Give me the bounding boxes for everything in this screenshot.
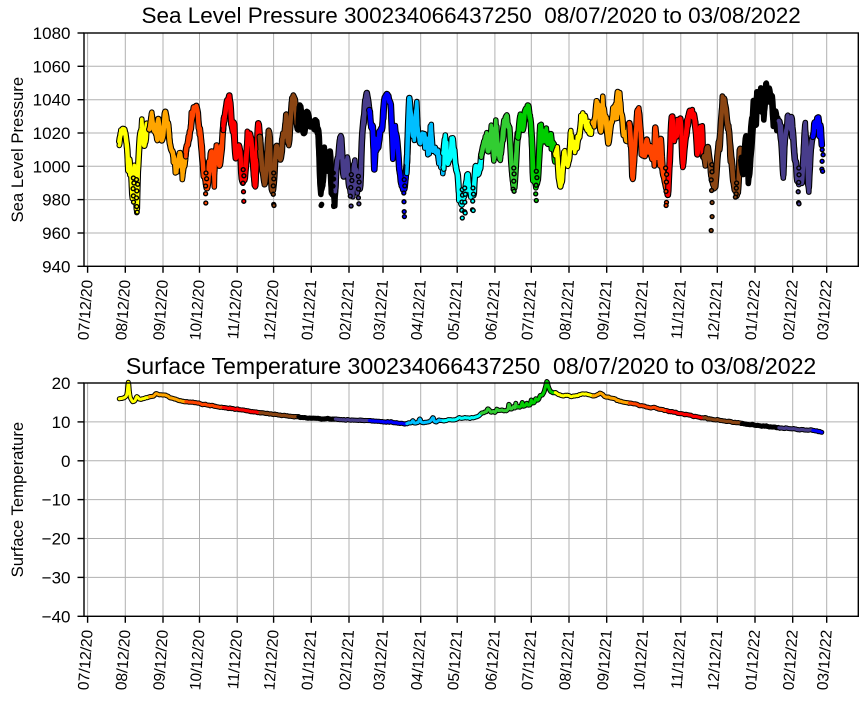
svg-text:Surface Temperature 3002340664: Surface Temperature 300234066437250 08/0… — [126, 353, 816, 379]
svg-text:05/12/21: 05/12/21 — [445, 279, 466, 340]
svg-text:0: 0 — [61, 452, 70, 471]
svg-text:940: 940 — [42, 257, 70, 276]
svg-text:02/12/22: 02/12/22 — [781, 629, 802, 690]
svg-text:11/12/21: 11/12/21 — [669, 629, 690, 689]
svg-text:Surface Temperature: Surface Temperature — [8, 422, 27, 578]
svg-text:09/12/21: 09/12/21 — [595, 629, 616, 690]
svg-text:02/12/21: 02/12/21 — [337, 279, 358, 340]
svg-text:12/12/21: 12/12/21 — [705, 279, 726, 340]
svg-text:03/12/21: 03/12/21 — [371, 629, 392, 690]
svg-text:08/12/20: 08/12/20 — [113, 279, 134, 341]
svg-text:09/12/20: 09/12/20 — [151, 279, 172, 341]
svg-text:04/12/21: 04/12/21 — [409, 629, 430, 690]
svg-text:10/12/21: 10/12/21 — [631, 279, 652, 340]
svg-text:02/12/21: 02/12/21 — [337, 629, 358, 690]
svg-text:01/12/22: 01/12/22 — [743, 279, 764, 340]
svg-text:1000: 1000 — [33, 157, 71, 176]
svg-text:07/12/20: 07/12/20 — [75, 629, 96, 691]
svg-text:20: 20 — [52, 374, 71, 393]
svg-text:07/12/21: 07/12/21 — [519, 279, 540, 340]
svg-text:09/12/20: 09/12/20 — [151, 629, 172, 691]
svg-text:07/12/21: 07/12/21 — [519, 629, 540, 690]
svg-text:11/12/21: 11/12/21 — [669, 279, 690, 339]
svg-text:1040: 1040 — [33, 91, 71, 110]
svg-text:980: 980 — [42, 191, 70, 210]
svg-text:−40: −40 — [42, 607, 71, 626]
svg-text:11/12/20: 11/12/20 — [225, 629, 246, 690]
svg-text:11/12/20: 11/12/20 — [225, 279, 246, 340]
svg-text:960: 960 — [42, 224, 70, 243]
svg-text:12/12/21: 12/12/21 — [705, 629, 726, 690]
svg-text:10/12/20: 10/12/20 — [187, 629, 208, 691]
svg-text:10/12/21: 10/12/21 — [631, 629, 652, 690]
svg-text:06/12/21: 06/12/21 — [483, 279, 504, 340]
svg-text:04/12/21: 04/12/21 — [409, 279, 430, 340]
svg-text:12/12/20: 12/12/20 — [261, 279, 282, 341]
svg-text:01/12/21: 01/12/21 — [299, 279, 320, 340]
svg-text:08/12/20: 08/12/20 — [113, 629, 134, 691]
svg-text:07/12/20: 07/12/20 — [75, 279, 96, 341]
svg-text:10/12/20: 10/12/20 — [187, 279, 208, 341]
svg-text:03/12/22: 03/12/22 — [815, 629, 836, 690]
svg-text:08/12/21: 08/12/21 — [557, 279, 578, 340]
svg-text:08/12/21: 08/12/21 — [557, 629, 578, 690]
svg-text:01/12/21: 01/12/21 — [299, 629, 320, 690]
svg-text:05/12/21: 05/12/21 — [445, 629, 466, 690]
svg-text:03/12/22: 03/12/22 — [815, 279, 836, 340]
svg-text:10: 10 — [52, 413, 71, 432]
svg-text:12/12/20: 12/12/20 — [261, 629, 282, 691]
svg-text:09/12/21: 09/12/21 — [595, 279, 616, 340]
svg-text:Sea Level Pressure 30023406643: Sea Level Pressure 300234066437250 08/07… — [141, 3, 800, 28]
svg-text:Sea Level Pressure: Sea Level Pressure — [8, 77, 27, 223]
svg-text:06/12/21: 06/12/21 — [483, 629, 504, 690]
svg-text:−20: −20 — [42, 530, 71, 549]
svg-text:02/12/22: 02/12/22 — [781, 279, 802, 340]
svg-text:1020: 1020 — [33, 124, 71, 143]
svg-text:1060: 1060 — [33, 57, 71, 76]
svg-text:1080: 1080 — [33, 24, 71, 43]
svg-text:03/12/21: 03/12/21 — [371, 279, 392, 340]
svg-text:−10: −10 — [42, 491, 71, 510]
svg-text:−30: −30 — [42, 568, 71, 587]
svg-text:01/12/22: 01/12/22 — [743, 629, 764, 690]
